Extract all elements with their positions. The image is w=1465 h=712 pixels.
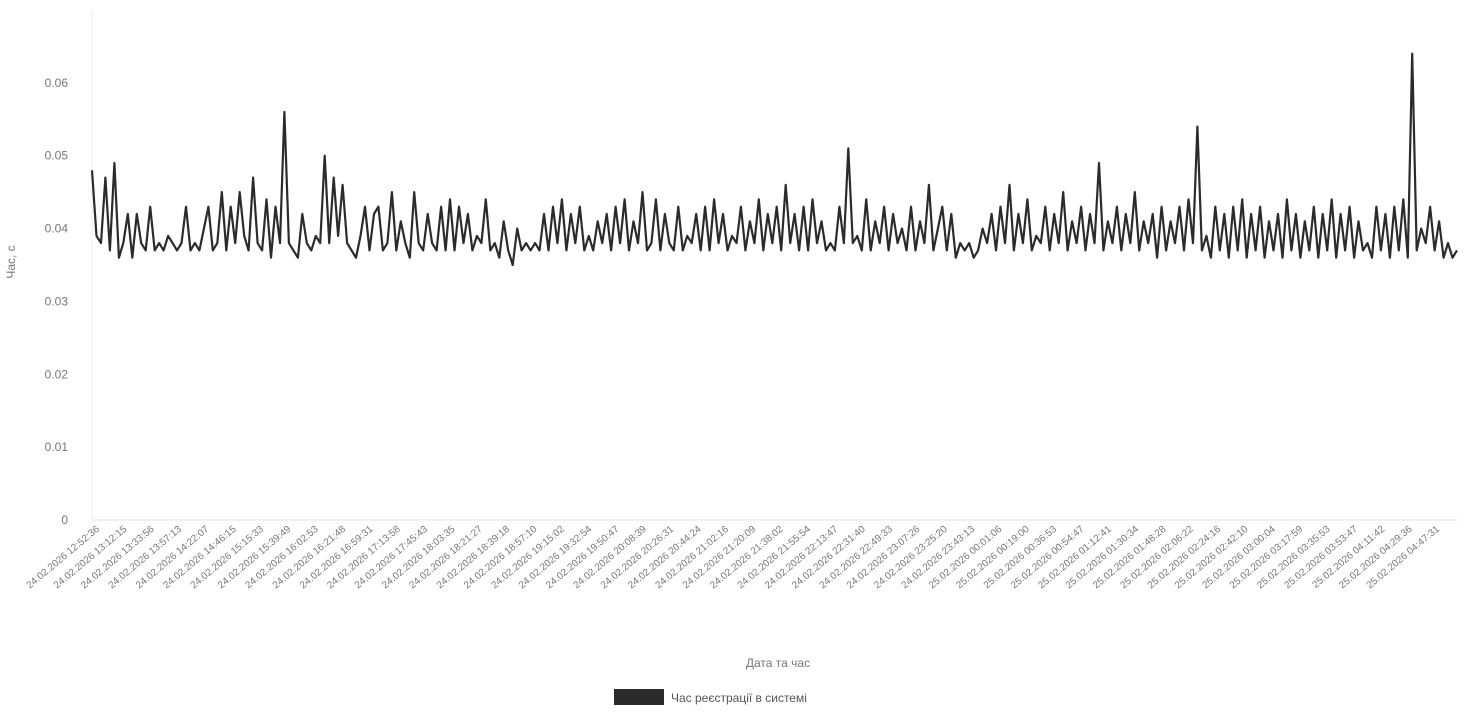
y-tick-label: 0 [61, 513, 68, 527]
y-tick-label: 0.03 [45, 294, 69, 308]
y-axis-title: Час, с [4, 245, 18, 278]
legend[interactable]: Час реєстрації в системі [614, 689, 807, 705]
x-axis-title: Дата та час [746, 656, 810, 670]
y-axis: 0 0.01 0.02 0.03 0.04 0.05 0.06 [45, 76, 69, 527]
y-tick-label: 0.01 [45, 440, 69, 454]
y-tick-label: 0.05 [45, 149, 69, 163]
legend-label: Час реєстрації в системі [671, 691, 807, 705]
grid-lines [91, 10, 1457, 521]
legend-swatch [614, 689, 664, 705]
series-line [90, 52, 1458, 267]
y-tick-label: 0.04 [45, 222, 69, 236]
y-tick-label: 0.02 [45, 367, 69, 381]
y-tick-label: 0.06 [45, 76, 69, 90]
